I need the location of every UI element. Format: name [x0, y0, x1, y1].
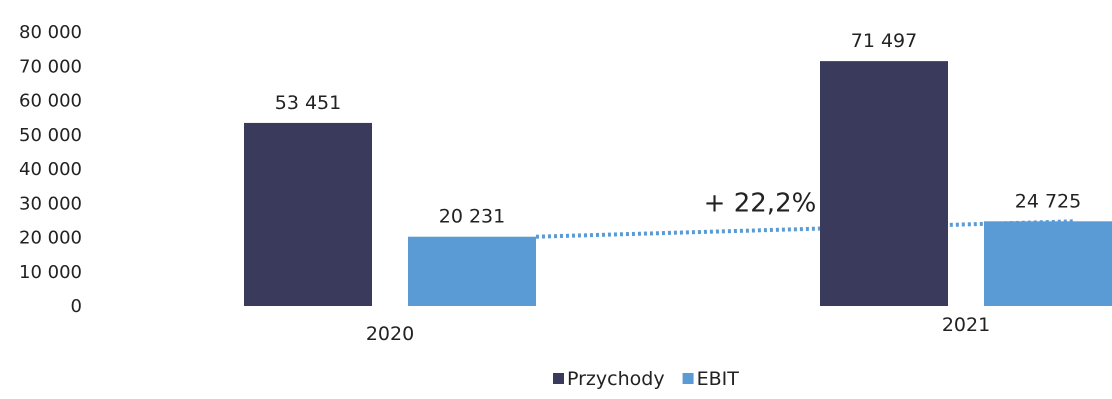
y-axis: 0 10 000 20 000 30 000 40 000 50 000 60 000 70 … — [19, 22, 82, 317]
legend: Przychody EBIT — [553, 368, 739, 390]
y-tick-label: 50 000 — [19, 125, 82, 146]
legend-swatch-ebit — [682, 373, 694, 384]
legend-swatch-przychody — [553, 373, 564, 384]
data-label: 53 451 — [275, 92, 341, 114]
growth-annotation: + 22,2% — [704, 188, 817, 218]
x-axis: 2020 2021 — [366, 314, 990, 345]
data-label: 24 725 — [1015, 190, 1081, 212]
bar-ebit-2021 — [984, 221, 1112, 306]
bar-przychody-2021 — [820, 61, 948, 307]
y-tick-label: 30 000 — [19, 193, 82, 214]
data-label: 71 497 — [851, 30, 917, 52]
x-category-label: 2020 — [366, 323, 414, 345]
bar-marks — [244, 61, 1112, 307]
legend-label-ebit: EBIT — [697, 368, 740, 390]
y-tick-label: 10 000 — [19, 262, 82, 283]
data-label: 20 231 — [439, 206, 505, 228]
data-labels: 53 451 20 231 71 497 24 725 — [275, 30, 1081, 228]
y-tick-label: 20 000 — [19, 228, 82, 249]
legend-label-przychody: Przychody — [567, 368, 665, 390]
y-tick-label: 70 000 — [19, 56, 82, 77]
x-category-label: 2021 — [942, 314, 990, 336]
bar-przychody-2020 — [244, 122, 372, 306]
y-tick-label: 0 — [71, 296, 82, 317]
y-tick-label: 60 000 — [19, 91, 82, 112]
bar-ebit-2020 — [408, 236, 536, 306]
y-tick-label: 80 000 — [19, 22, 82, 43]
y-tick-label: 40 000 — [19, 159, 82, 180]
